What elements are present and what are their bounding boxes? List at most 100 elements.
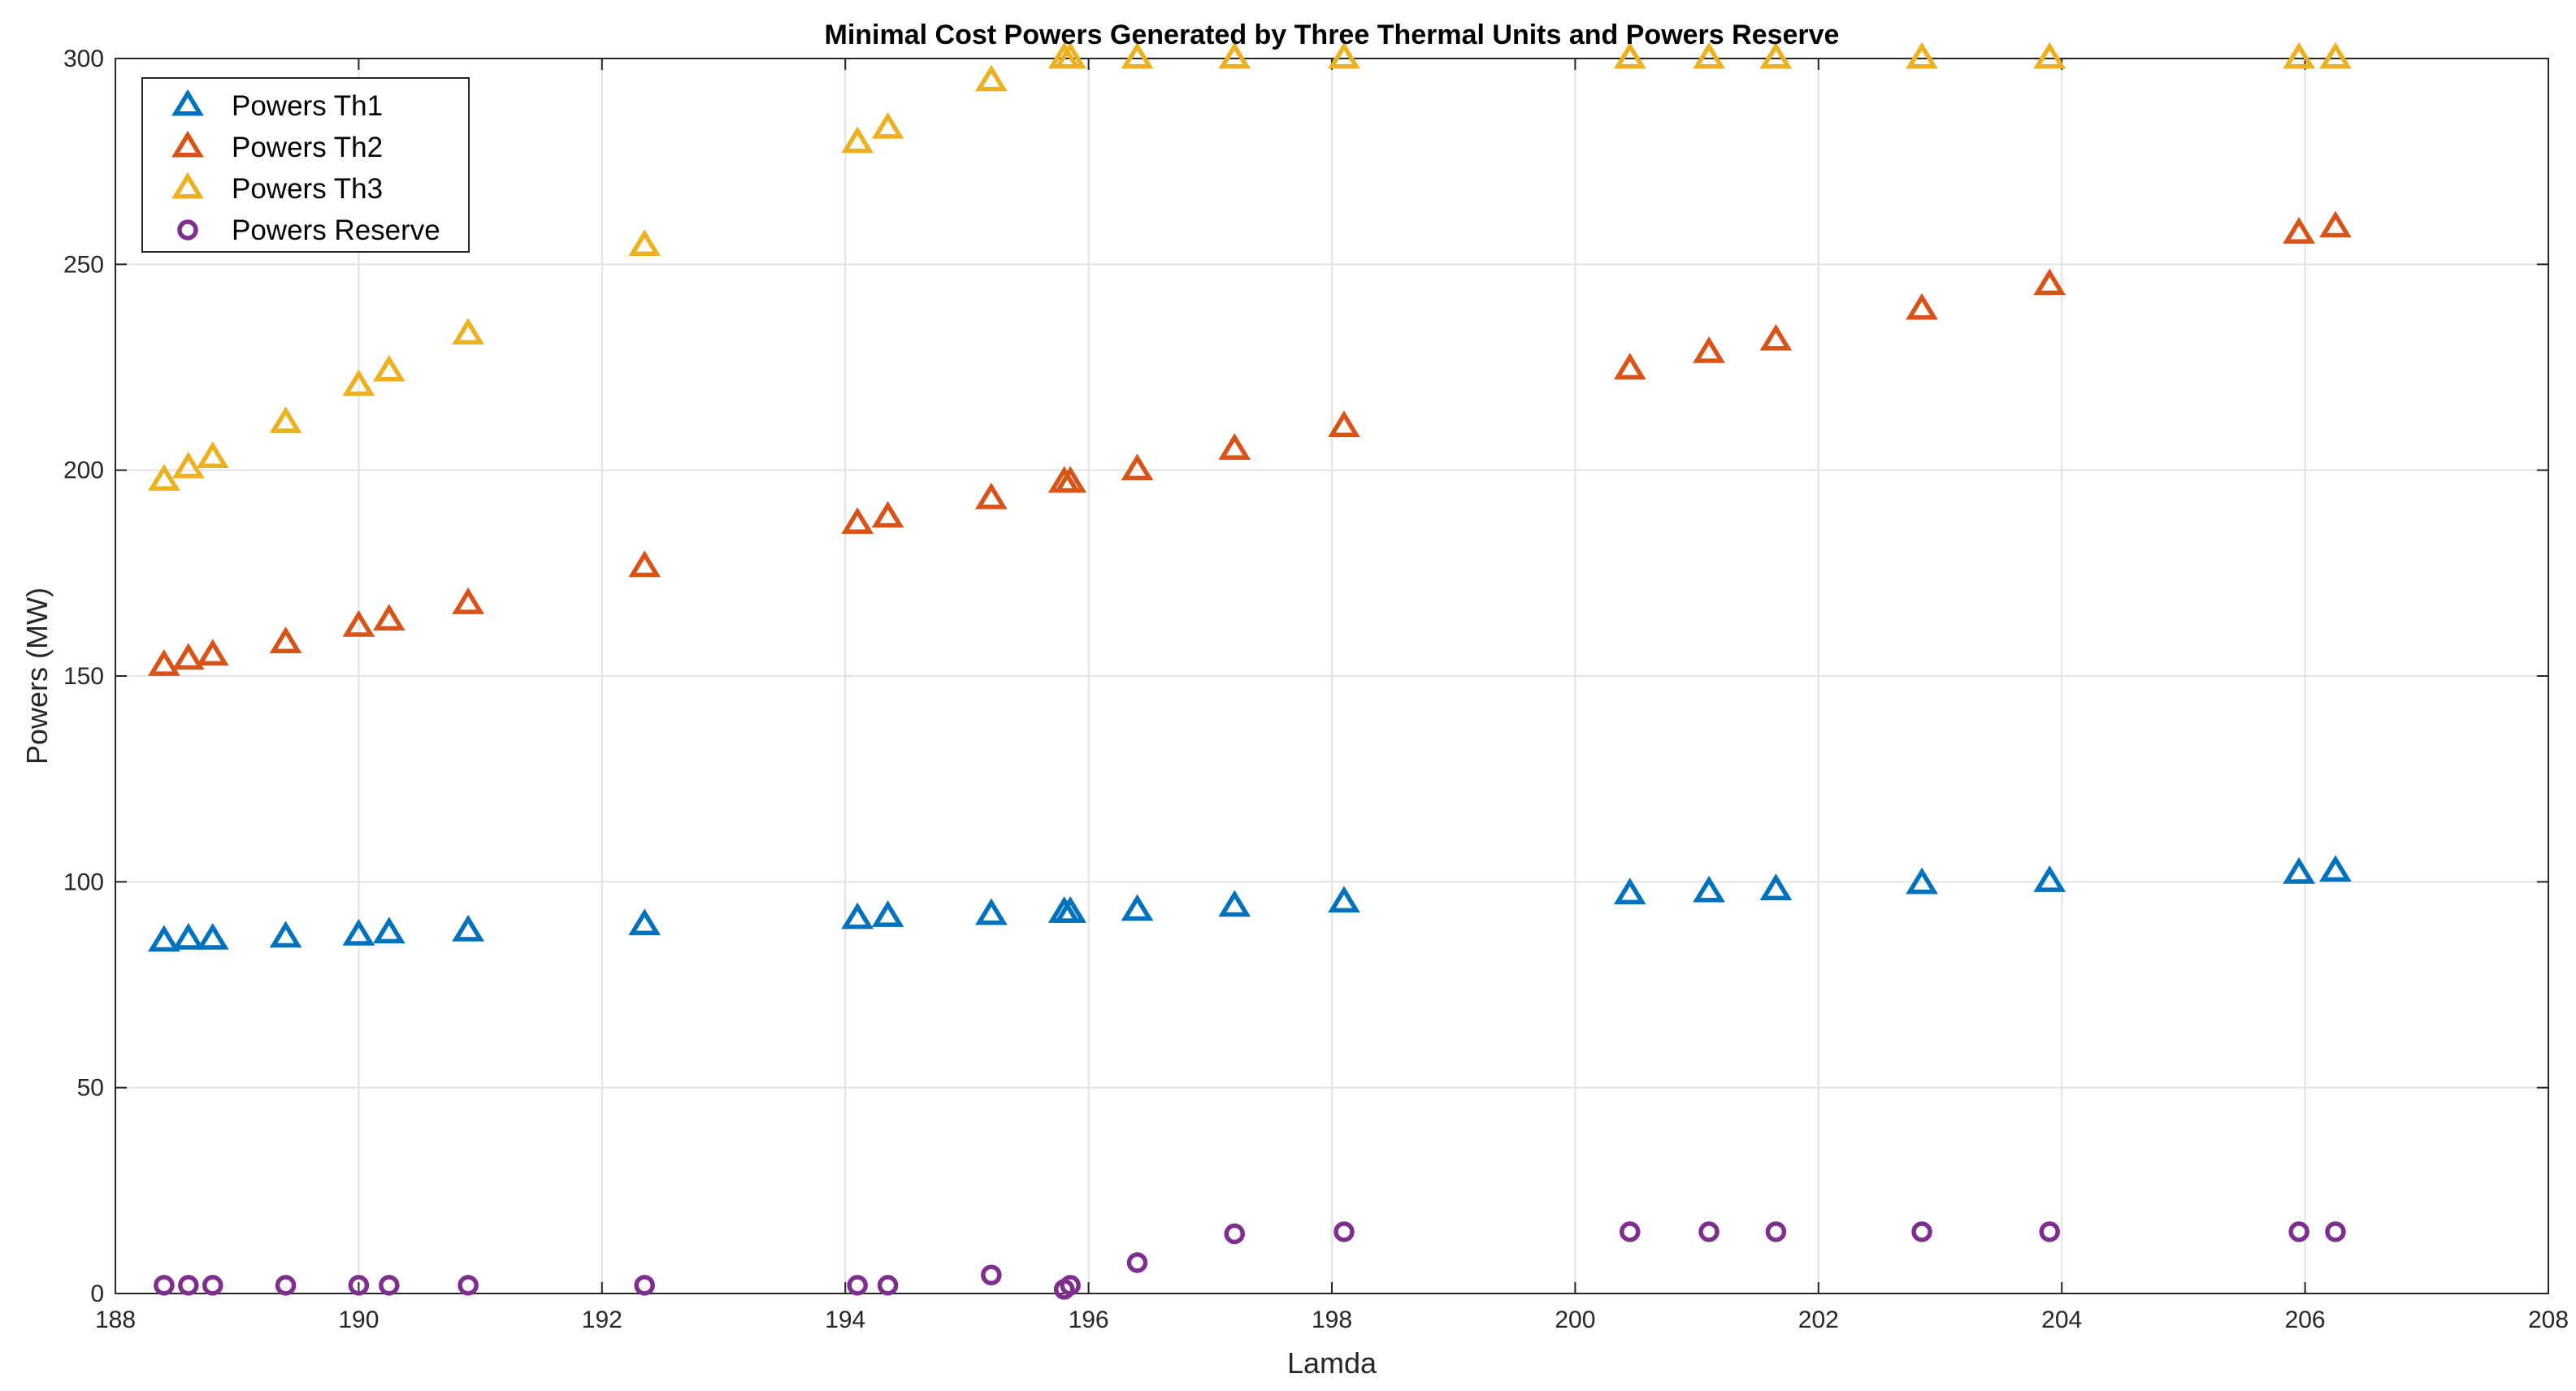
th2-point (196, 639, 229, 666)
th3-point (974, 64, 1008, 92)
x-tick-label: 196 (1069, 1306, 1109, 1333)
y-tick-label: 0 (90, 1280, 104, 1307)
x-tick-label: 200 (1555, 1306, 1595, 1333)
th1-point (196, 922, 229, 950)
reserve-point (458, 1275, 479, 1296)
th3-point (1121, 41, 1154, 69)
reserve-point (1224, 1223, 1245, 1245)
th2-point (1759, 323, 1793, 351)
reserve-point (348, 1275, 370, 1296)
legend-marker-th1 (171, 89, 204, 116)
th3-point (196, 441, 229, 468)
reserve-point (981, 1264, 1002, 1285)
th3-point (1328, 41, 1360, 69)
th3-point (269, 406, 302, 433)
reserve-point (178, 1275, 199, 1296)
legend-entry-reserve: Powers Reserve (177, 214, 440, 246)
x-tick-label: 204 (2041, 1306, 2082, 1333)
th2-point (1693, 336, 1725, 363)
th1-point (1906, 867, 1938, 895)
th1-point (342, 918, 375, 946)
reserve-point (202, 1275, 223, 1296)
chart-title: Minimal Cost Powers Generated by Three T… (825, 20, 1840, 50)
reserve-point (1620, 1221, 1641, 1242)
reserve-point (1126, 1252, 1148, 1273)
reserve-point (1911, 1221, 1932, 1242)
th3-point (2283, 41, 2315, 69)
th3-point (1906, 41, 1938, 69)
th1-point (841, 902, 874, 930)
th1-point (1328, 886, 1360, 913)
legend-label-th1: Powers Th1 (232, 90, 383, 122)
th3-point (1613, 41, 1646, 69)
x-tick-label: 202 (1798, 1306, 1839, 1333)
y-tick-label: 250 (63, 251, 104, 278)
legend-marker-th3 (171, 171, 204, 199)
y-axis-label: Powers (MW) (20, 587, 54, 765)
th3-point (147, 464, 180, 491)
th1-point (2283, 856, 2315, 884)
th2-point (372, 604, 405, 631)
y-tick-label: 200 (63, 457, 104, 484)
th2-point (1218, 433, 1251, 460)
th2-point (1328, 410, 1360, 437)
reserve-point (275, 1275, 297, 1296)
th1-point (1121, 894, 1154, 921)
th3-point (2033, 41, 2066, 69)
x-axis-label: Lamda (1287, 1346, 1377, 1380)
tick-layer: 188 190 192 194 196 198 200 202 204 206 208 0 50 100 1… (63, 46, 2569, 1333)
x-tick-label: 192 (582, 1306, 622, 1333)
legend: Powers Th1 Powers Th2 Powers Th3 Powers … (141, 77, 470, 253)
th2-point (269, 626, 302, 653)
x-tick-label: 208 (2528, 1306, 2569, 1333)
reserve-point (1060, 1275, 1081, 1296)
reserve-point (379, 1275, 400, 1296)
th1-point (147, 925, 180, 952)
reserve-point (634, 1275, 655, 1296)
reserve-point (2288, 1221, 2309, 1242)
th2-point (1121, 453, 1154, 481)
th3-point (871, 111, 904, 139)
reserve-point (1765, 1221, 1787, 1242)
th2-point (342, 609, 375, 637)
reserve-point (2039, 1221, 2060, 1242)
th2-point (2319, 210, 2352, 238)
legend-marker-th2 (171, 130, 204, 158)
legend-entry-th1: Powers Th1 (171, 89, 383, 122)
th3-point (1759, 41, 1793, 69)
th2-point (1613, 353, 1646, 380)
th1-point (628, 908, 661, 936)
y-tick-label: 150 (63, 663, 104, 690)
th3-point (452, 318, 485, 344)
th3-point (628, 229, 661, 257)
th1-point (974, 898, 1008, 925)
legend-marker-reserve (177, 219, 198, 240)
th2-point (2033, 268, 2066, 296)
th2-point (628, 550, 661, 578)
th1-point (1218, 890, 1251, 917)
x-tick-label: 198 (1312, 1306, 1352, 1333)
reserve-point (1334, 1221, 1355, 1242)
legend-entry-th3: Powers Th3 (171, 171, 383, 205)
th3-point (1054, 41, 1087, 69)
th2-point (452, 587, 485, 614)
th2-point (974, 482, 1008, 509)
x-tick-label: 194 (825, 1306, 865, 1333)
th2-point (171, 643, 205, 670)
th2-point (1906, 292, 1938, 320)
reserve-point (1698, 1221, 1720, 1242)
th1-point (1693, 875, 1725, 903)
marker-layer (147, 41, 2352, 1300)
th3-point (342, 369, 375, 396)
th3-point (2319, 41, 2352, 69)
legend-label-th2: Powers Th2 (232, 132, 383, 163)
x-tick-label: 206 (2285, 1306, 2326, 1333)
legend-label-th3: Powers Th3 (232, 173, 383, 205)
y-tick-label: 300 (63, 46, 104, 72)
th1-point (372, 916, 405, 944)
th2-point (1054, 466, 1087, 493)
reserve-point (847, 1275, 868, 1296)
reserve-point (154, 1275, 175, 1296)
th2-point (2283, 217, 2315, 244)
